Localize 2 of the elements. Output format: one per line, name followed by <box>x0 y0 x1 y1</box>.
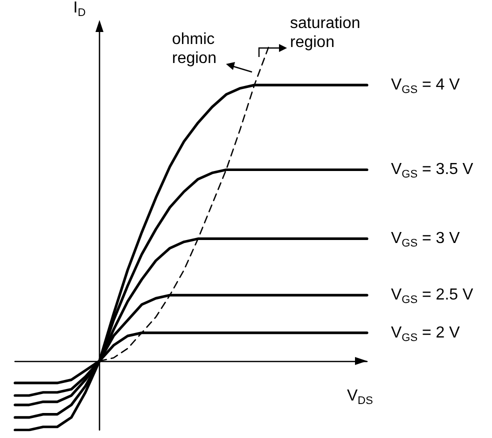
annotation: saturation region <box>290 15 365 51</box>
annotation: ohmic region <box>172 31 220 67</box>
